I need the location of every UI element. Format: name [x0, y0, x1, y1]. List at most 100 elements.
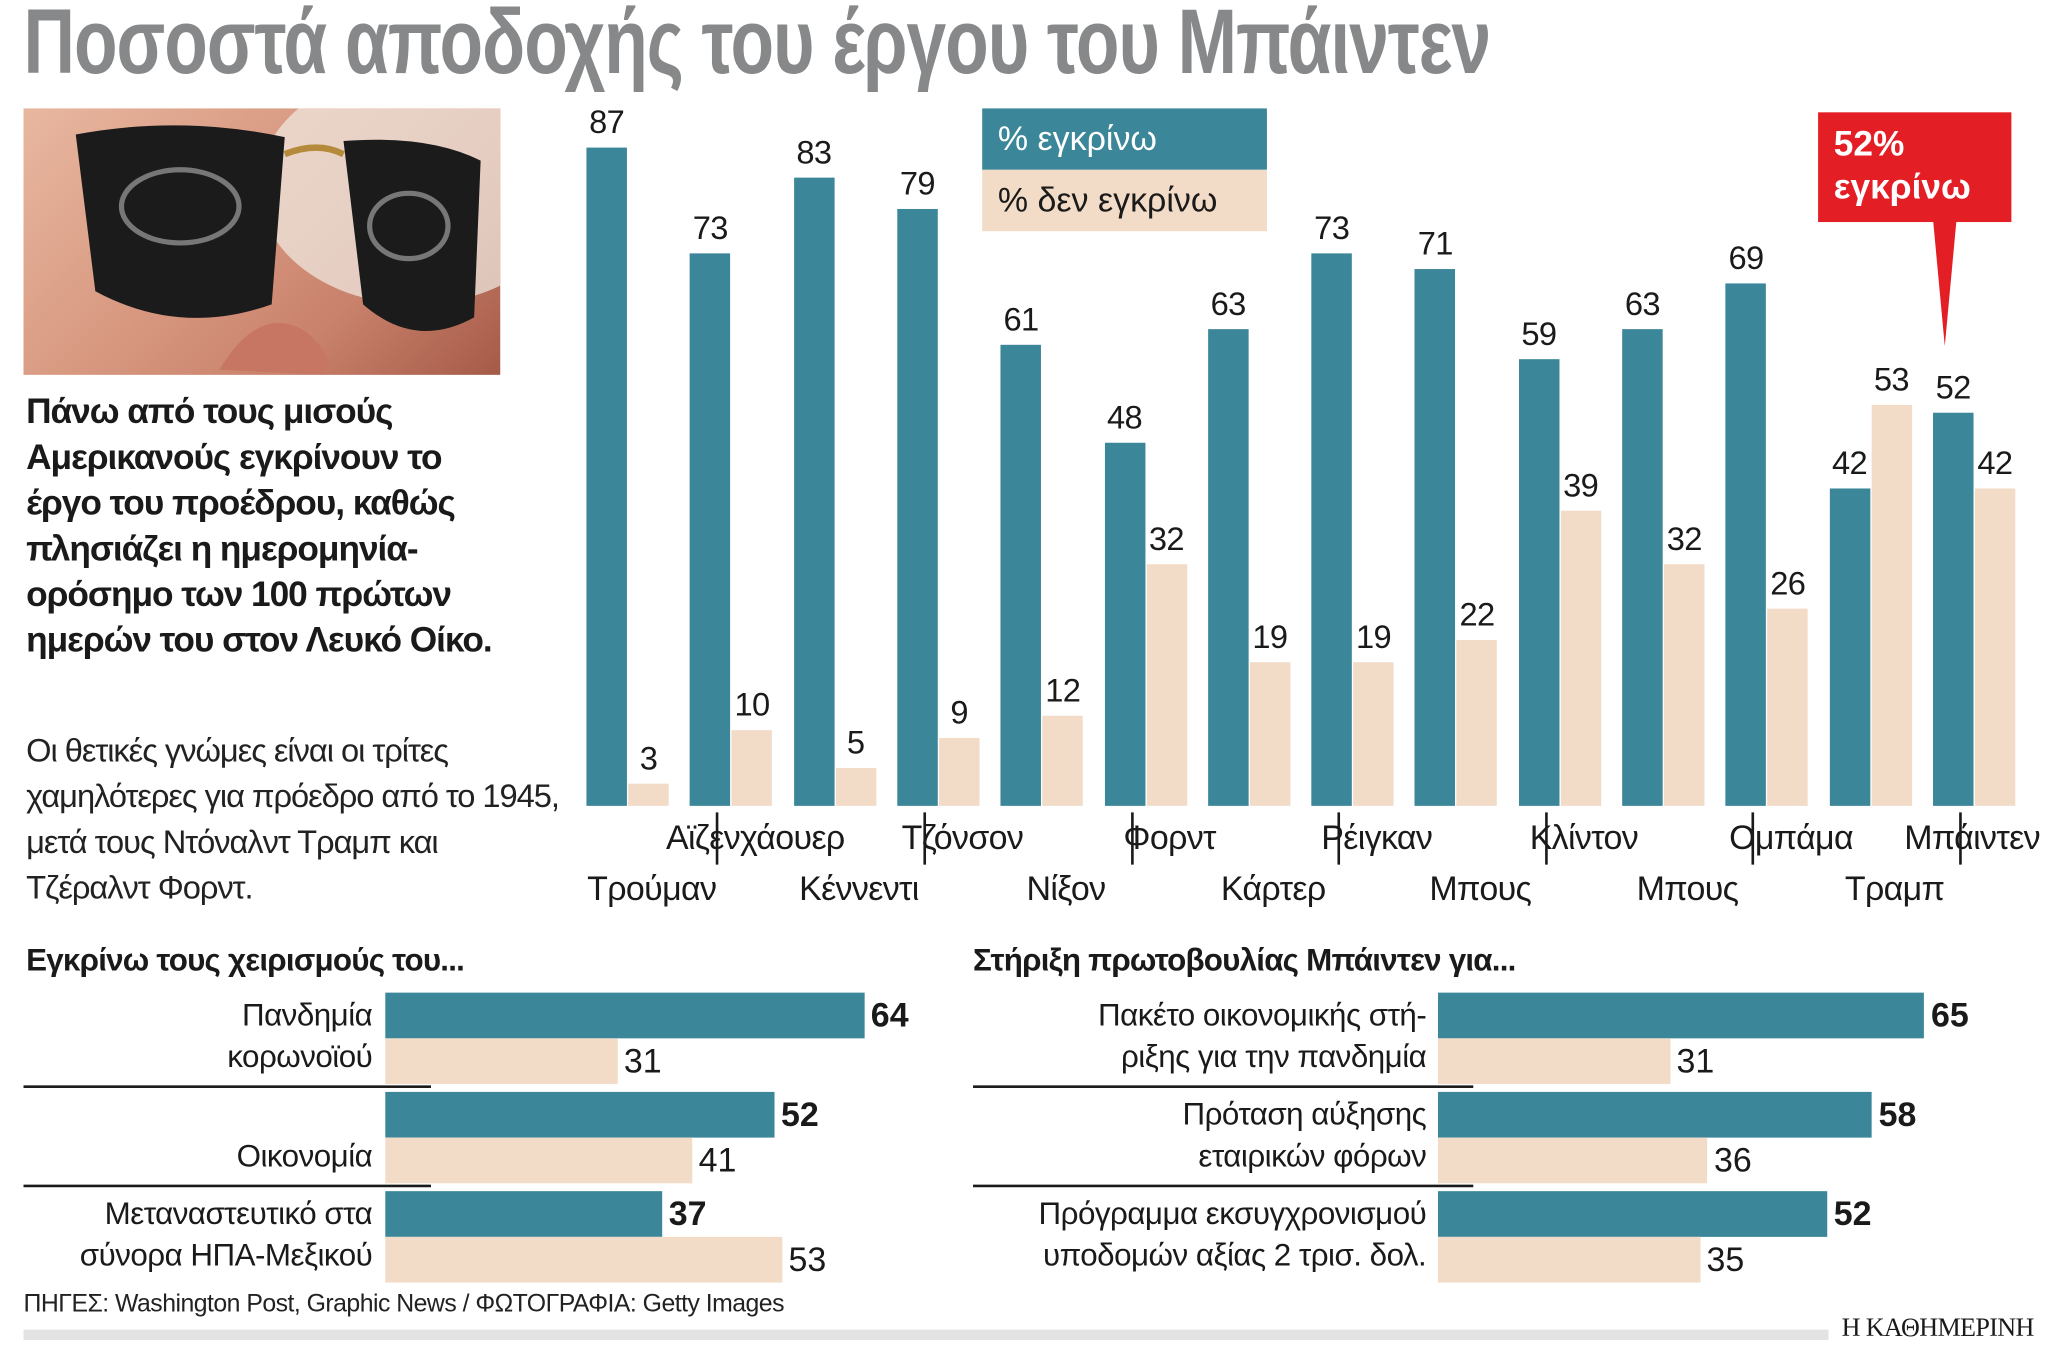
value-label-approve: 48 [1107, 399, 1143, 437]
bar-disapprove [1456, 639, 1498, 806]
hbar-approve [385, 1091, 775, 1138]
callout-label: εγκρίνω [1833, 167, 1971, 207]
legend-disapprove: % δεν εγκρίνω [982, 169, 1267, 232]
bar-approve [1311, 253, 1352, 806]
x-label-president: Τραμπ [1844, 868, 1945, 908]
x-label-president: Νίξον [1026, 868, 1107, 908]
category-label-line: Πακέτο οικονομικής στή- [1098, 997, 1427, 1034]
value-label-approve: 69 [1728, 240, 1764, 278]
bar-approve [1000, 344, 1042, 806]
value-label-approve: 59 [1521, 316, 1557, 354]
description-text: Οι θετικές γνώμες είναι οι τρίτες χαμηλό… [26, 732, 560, 907]
hbar-value: 31 [623, 1040, 662, 1081]
bar-approve [1415, 268, 1456, 806]
x-label-president: Τρούμαν [587, 868, 717, 908]
hbar-approve [385, 1191, 663, 1237]
hbar-value: 64 [870, 995, 909, 1035]
hbar-disapprove [385, 1236, 782, 1283]
x-label-president: Φορντ [1123, 817, 1216, 857]
bar-approve [1622, 329, 1663, 806]
value-label-disapprove: 5 [846, 724, 865, 762]
value-label-disapprove: 32 [1666, 520, 1703, 558]
row-separator [23, 1085, 432, 1088]
category-label-line: υποδομών αξίας 2 τρισ. δολ. [1042, 1238, 1427, 1274]
value-label-disapprove: 10 [734, 687, 771, 724]
hbar-approve [1438, 1091, 1873, 1138]
value-label-disapprove: 53 [1873, 361, 1910, 399]
x-label-president: Κέννεντι [799, 868, 919, 908]
bar-disapprove [1353, 662, 1394, 806]
row-separator [23, 1184, 432, 1187]
category-label-line: κορωνοϊού [227, 1039, 373, 1075]
x-axis-separator [1751, 812, 1755, 865]
value-label-disapprove: 32 [1148, 520, 1185, 558]
category-label-line: ριξης για την πανδημία [1120, 1039, 1427, 1075]
value-label-disapprove: 19 [1355, 619, 1392, 656]
value-label-approve: 63 [1624, 286, 1661, 323]
x-axis-separator [1959, 812, 1962, 865]
bar-approve [690, 253, 731, 806]
hbar-value: 52 [1833, 1193, 1872, 1233]
bar-disapprove [1871, 405, 1912, 806]
hbar-value: 53 [788, 1239, 827, 1279]
bar-disapprove [1767, 609, 1809, 806]
hbar-value: 36 [1713, 1140, 1752, 1180]
hbar-value: 65 [1930, 995, 1969, 1035]
legend-approve: % εγκρίνω [982, 108, 1267, 170]
bar-disapprove [1663, 563, 1705, 806]
value-label-disapprove: 9 [950, 694, 968, 732]
source-text: ΠΗΓΕΣ: Washington Post, Graphic News / Φ… [23, 1290, 785, 1318]
support-initiative-heading: Στήριξη πρωτοβουλίας Μπάιντεν για... [973, 943, 1516, 979]
bar-disapprove [938, 737, 980, 806]
bar-approve [897, 208, 938, 806]
hbar-disapprove [385, 1038, 618, 1085]
value-label-approve: 61 [1003, 301, 1039, 339]
x-label-president: Τζόνσον [901, 817, 1024, 857]
sunglasses-photo-icon [75, 108, 501, 375]
approve-handling-heading: Εγκρίνω τους χειρισμούς του... [26, 943, 465, 979]
bar-approve [1518, 359, 1560, 806]
category-label-line: Μεταναστευτικό στα [104, 1196, 373, 1232]
hbar-value: 35 [1706, 1239, 1745, 1279]
bar-disapprove [731, 730, 773, 806]
page-title: Ποσοστά αποδοχής του έργου του Μπάιντεν [23, 0, 1492, 93]
value-label-approve: 87 [589, 104, 625, 142]
hbar-value: 41 [698, 1140, 737, 1180]
category-label-line: σύνορα ΗΠΑ-Μεξικού [79, 1238, 373, 1274]
x-label-president: Κλίντον [1529, 817, 1639, 857]
category-label-line: εταιρικών φόρων [1198, 1138, 1427, 1175]
value-label-disapprove: 3 [639, 740, 658, 777]
callout-value: 52% [1833, 124, 1905, 164]
hbar-disapprove [1438, 1236, 1700, 1283]
bar-approve [793, 178, 835, 806]
bar-disapprove [1974, 488, 2016, 806]
x-axis-separator [923, 812, 926, 865]
value-label-approve: 52 [1935, 369, 1972, 407]
category-label-line: Οικονομία [236, 1138, 373, 1175]
hbar-approve [1438, 1191, 1828, 1237]
value-label-disapprove: 42 [1977, 445, 2013, 482]
x-axis-separator [716, 812, 719, 865]
bar-disapprove [1249, 662, 1291, 806]
value-label-approve: 79 [899, 165, 936, 202]
footer-bar [23, 1329, 1829, 1341]
value-label-disapprove: 19 [1252, 619, 1288, 656]
hbar-value: 37 [668, 1193, 707, 1233]
bar-disapprove [1560, 510, 1601, 806]
category-label-line: Πανδημία [241, 997, 373, 1034]
x-axis-separator [1337, 812, 1341, 865]
bar-approve [1207, 329, 1249, 806]
x-label-president: Μπους [1429, 868, 1532, 908]
value-label-approve: 71 [1417, 225, 1454, 263]
bar-disapprove [1146, 563, 1187, 806]
value-label-approve: 73 [692, 210, 729, 248]
callout-biden: 52% εγκρίνω [1818, 112, 2012, 223]
value-label-disapprove: 12 [1045, 672, 1081, 709]
value-label-approve: 83 [796, 135, 832, 172]
x-label-president: Ρέιγκαν [1321, 817, 1433, 857]
value-label-disapprove: 22 [1459, 596, 1496, 633]
bar-disapprove [835, 768, 876, 806]
publisher-logo: Η ΚΑΘΗΜΕΡΙΝΗ [1841, 1313, 2035, 1343]
bar-approve [1932, 412, 1974, 806]
